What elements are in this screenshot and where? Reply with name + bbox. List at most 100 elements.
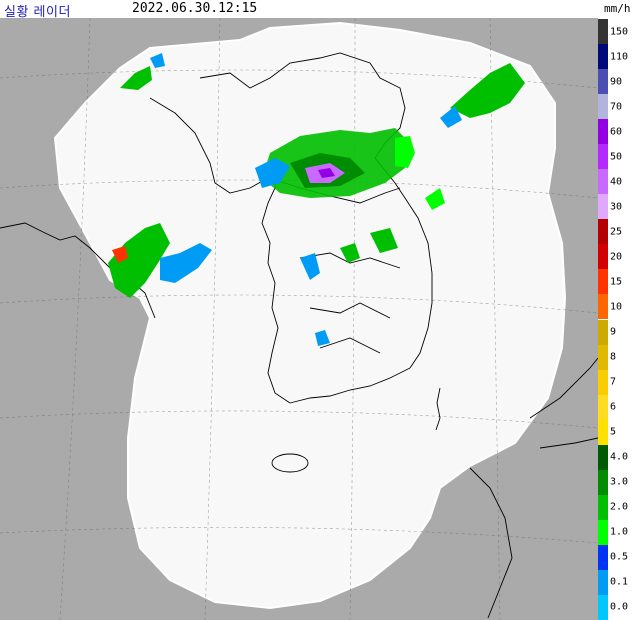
legend-label: 50 bbox=[610, 151, 623, 163]
legend-row: 8 bbox=[598, 344, 635, 370]
legend-row: 3.0 bbox=[598, 469, 635, 495]
legend-swatch bbox=[598, 269, 608, 295]
japan-honshu bbox=[529, 357, 598, 449]
legend-unit-label: mm/h bbox=[604, 2, 631, 15]
legend-label: 3.0 bbox=[610, 476, 629, 488]
legend-label: 110 bbox=[610, 51, 629, 63]
page-title: 실황 레이더 bbox=[4, 5, 71, 20]
echo-northeast bbox=[450, 63, 525, 118]
legend-swatch bbox=[598, 219, 608, 245]
echo-south-1 bbox=[300, 253, 320, 280]
echo-northeast-fringe bbox=[440, 106, 462, 128]
echo-south-3 bbox=[370, 228, 398, 253]
legend-label: 150 bbox=[610, 26, 629, 38]
legend-label: 0.0 bbox=[610, 601, 629, 613]
legend-label: 25 bbox=[610, 226, 623, 238]
legend-label: 7 bbox=[610, 376, 617, 388]
echo-central-heavy2 bbox=[318, 168, 335, 178]
legend-row: 70 bbox=[598, 94, 635, 120]
legend-label: 40 bbox=[610, 176, 623, 188]
echo-east-cell bbox=[395, 136, 415, 168]
legend-swatch bbox=[598, 369, 608, 395]
jeju-island bbox=[271, 453, 309, 473]
legend-swatch bbox=[598, 94, 608, 120]
legend-label: 0.5 bbox=[610, 551, 629, 563]
radar-map-canvas bbox=[0, 18, 598, 620]
radar-map[interactable] bbox=[0, 18, 598, 620]
echo-west-sea bbox=[108, 223, 170, 298]
echo-northwest-2 bbox=[150, 53, 165, 68]
legend-label: 5 bbox=[610, 426, 617, 438]
japan-kyushu bbox=[469, 467, 513, 619]
legend-label: 0.1 bbox=[610, 576, 629, 588]
legend-label: 10 bbox=[610, 301, 623, 313]
legend-swatch bbox=[598, 344, 608, 370]
legend-swatch bbox=[598, 294, 608, 320]
legend-row: 1.0 bbox=[598, 519, 635, 545]
header-bar: 실황 레이더 2022.06.30.12:15 mm/h bbox=[0, 0, 635, 20]
north-korea-border bbox=[199, 52, 406, 159]
legend-swatch bbox=[598, 519, 608, 545]
korea-west-coast bbox=[261, 167, 291, 404]
echo-south-4 bbox=[315, 330, 330, 346]
legend-row: 150 bbox=[598, 19, 635, 45]
legend-swatch bbox=[598, 444, 608, 470]
legend-row: 7 bbox=[598, 369, 635, 395]
legend-swatch bbox=[598, 169, 608, 195]
legend-row: 10 bbox=[598, 294, 635, 320]
legend-label: 9 bbox=[610, 326, 617, 338]
legend-label: 60 bbox=[610, 126, 623, 138]
legend-label: 20 bbox=[610, 251, 623, 263]
echo-west-sea-core bbox=[112, 246, 128, 263]
legend-row: 60 bbox=[598, 119, 635, 145]
legend-swatch bbox=[598, 69, 608, 95]
legend-swatch bbox=[598, 594, 608, 620]
legend-swatch bbox=[598, 244, 608, 270]
legend-swatch bbox=[598, 194, 608, 220]
legend-swatch bbox=[598, 44, 608, 70]
legend-row: 6 bbox=[598, 394, 635, 420]
legend-row: 30 bbox=[598, 194, 635, 220]
legend-swatch bbox=[598, 419, 608, 445]
legend-swatch bbox=[598, 544, 608, 570]
echo-central-fringe bbox=[255, 158, 290, 188]
echo-south-2 bbox=[340, 243, 360, 263]
legend-swatch bbox=[598, 19, 608, 45]
legend-row: 0.5 bbox=[598, 544, 635, 570]
legend-row: 4.0 bbox=[598, 444, 635, 470]
legend-row: 50 bbox=[598, 144, 635, 170]
legend-row: 0.1 bbox=[598, 569, 635, 595]
legend-swatch bbox=[598, 394, 608, 420]
legend-label: 15 bbox=[610, 276, 623, 288]
legend-row: 0.0 bbox=[598, 594, 635, 620]
echo-northwest bbox=[120, 66, 152, 90]
legend-row: 9 bbox=[598, 319, 635, 345]
legend-label: 8 bbox=[610, 351, 617, 363]
korea-provinces bbox=[299, 252, 401, 354]
legend-swatch bbox=[598, 119, 608, 145]
legend-row: 110 bbox=[598, 44, 635, 70]
legend-row: 2.0 bbox=[598, 494, 635, 520]
legend-row: 5 bbox=[598, 419, 635, 445]
legend-row: 40 bbox=[598, 169, 635, 195]
legend-swatch bbox=[598, 469, 608, 495]
legend-row: 25 bbox=[598, 219, 635, 245]
legend-label: 4.0 bbox=[610, 451, 629, 463]
radar-coverage-area bbox=[53, 21, 567, 610]
tsushima bbox=[435, 387, 441, 431]
legend-swatch bbox=[598, 319, 608, 345]
radar-echoes bbox=[108, 53, 525, 346]
korea-south-coast bbox=[289, 367, 411, 404]
legend-row: 15 bbox=[598, 269, 635, 295]
timestamp: 2022.06.30.12:15 bbox=[132, 1, 258, 16]
legend-swatch bbox=[598, 569, 608, 595]
legend-row: 20 bbox=[598, 244, 635, 270]
legend-label: 30 bbox=[610, 201, 623, 213]
legend-swatch bbox=[598, 494, 608, 520]
legend-swatch bbox=[598, 144, 608, 170]
echo-west-sea-fringe bbox=[160, 243, 212, 283]
legend-row: 90 bbox=[598, 69, 635, 95]
echo-east-1 bbox=[425, 188, 445, 210]
legend-label: 90 bbox=[610, 76, 623, 88]
legend-label: 1.0 bbox=[610, 526, 629, 538]
